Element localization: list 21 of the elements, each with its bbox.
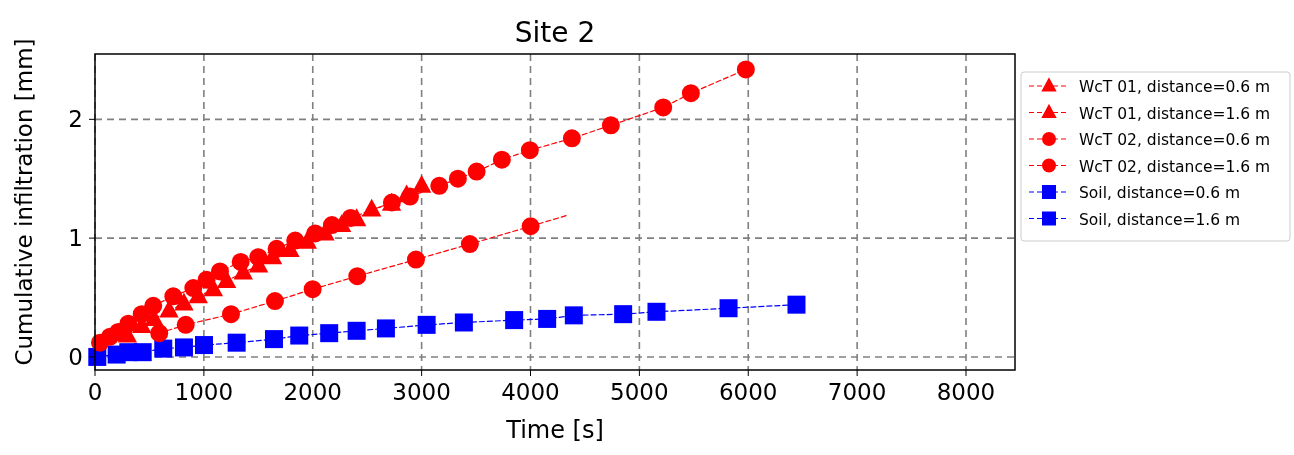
legend-label: WcT 01, distance=0.6 m [1079,78,1271,96]
legend-label: WcT 02, distance=1.6 m [1079,157,1271,176]
y-tick-label: 0 [68,343,83,370]
y-tick-label: 1 [68,225,83,252]
x-tick-label: 4000 [501,379,560,405]
legend-label: WcT 01, distance=1.6 m [1079,104,1271,123]
x-axis-title: Time [s] [505,416,604,444]
chart-title: Site 2 [514,16,596,49]
y-axis-title: Cumulative infiltration [mm] [11,38,37,366]
x-tick-label: 7000 [827,379,887,405]
x-tick-label: 2000 [283,379,343,405]
x-tick-label: 6000 [718,379,778,405]
y-tick-label: 2 [68,106,83,133]
x-tick-label: 3000 [392,379,451,405]
legend-label: WcT 02, distance=0.6 m [1079,131,1271,149]
x-tick-label: 0 [87,379,103,405]
legend-label: Soil, distance=0.6 m [1079,184,1241,202]
x-tick-label: 5000 [610,379,669,405]
x-tick-label: 8000 [936,379,996,405]
legend-label: Soil, distance=1.6 m [1079,210,1241,229]
x-tick-label: 1000 [174,379,234,405]
